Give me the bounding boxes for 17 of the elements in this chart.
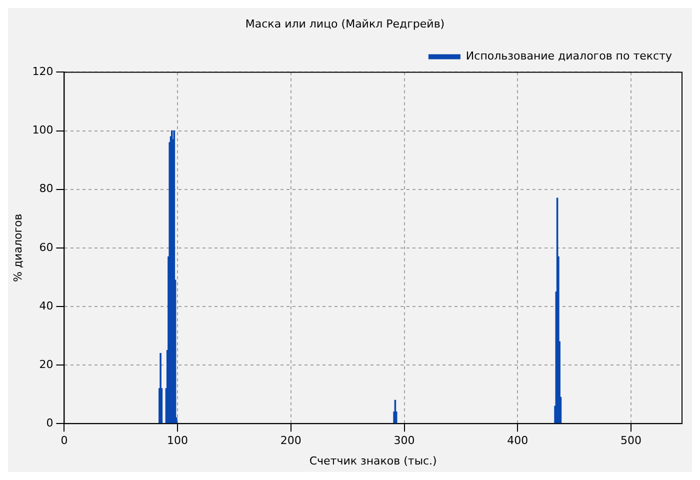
x-tick-label: 100 xyxy=(167,434,188,448)
chart-title: Маска или лицо (Майкл Редгрейв) xyxy=(245,17,445,30)
y-tick-label: 80 xyxy=(39,182,54,196)
x-tick-label: 200 xyxy=(280,434,302,448)
y-tick-label: 40 xyxy=(39,299,54,312)
y-tick-label: 120 xyxy=(32,65,54,78)
y-tick-label: 0 xyxy=(46,416,54,430)
x-tick-label: 500 xyxy=(620,434,642,448)
y-tick-label: 100 xyxy=(32,124,54,137)
y-tick-label: 60 xyxy=(39,240,54,254)
x-axis-title: Счетчик знаков (тыс.) xyxy=(309,454,437,468)
legend-label: Использование диалогов по тексту xyxy=(466,50,672,63)
x-tick-label: 400 xyxy=(507,434,528,448)
y-tick-label: 20 xyxy=(39,358,54,371)
x-tick-label: 300 xyxy=(394,434,415,448)
y-axis-title: % диалогов xyxy=(11,214,24,282)
x-tick-label: 0 xyxy=(60,434,68,448)
